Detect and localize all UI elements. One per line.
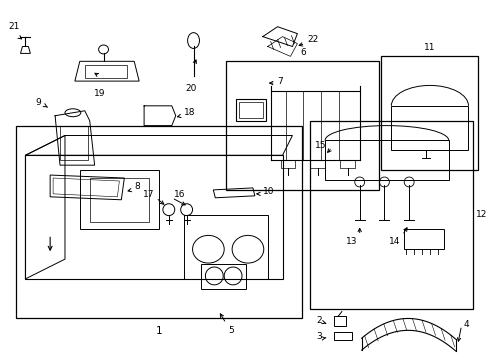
Bar xyxy=(60,126,87,160)
Bar xyxy=(236,99,265,121)
Bar xyxy=(325,140,448,180)
Bar xyxy=(183,215,267,279)
Text: 14: 14 xyxy=(388,237,399,246)
Bar xyxy=(16,126,302,319)
Text: 22: 22 xyxy=(306,35,318,44)
Text: 10: 10 xyxy=(262,187,274,196)
Bar xyxy=(390,106,468,150)
Text: 2: 2 xyxy=(316,316,322,325)
Text: 6: 6 xyxy=(299,48,305,57)
Text: 12: 12 xyxy=(475,210,487,219)
Text: 8: 8 xyxy=(134,183,140,192)
Text: 11: 11 xyxy=(423,44,435,53)
Text: 15: 15 xyxy=(315,141,326,150)
Bar xyxy=(404,229,443,249)
Bar xyxy=(201,264,245,289)
Text: 21: 21 xyxy=(9,22,20,31)
Bar xyxy=(80,170,159,229)
Text: 7: 7 xyxy=(277,77,283,86)
Text: 13: 13 xyxy=(346,237,357,246)
Text: 17: 17 xyxy=(142,190,154,199)
Text: 1: 1 xyxy=(155,327,162,336)
Bar xyxy=(309,121,472,309)
Bar xyxy=(333,332,351,340)
Bar xyxy=(226,61,379,190)
Bar xyxy=(239,102,262,118)
Text: 9: 9 xyxy=(35,98,41,107)
Bar xyxy=(89,178,149,221)
Bar xyxy=(333,316,345,327)
Bar xyxy=(381,57,477,170)
Text: 20: 20 xyxy=(184,84,196,93)
Text: 18: 18 xyxy=(183,108,195,117)
Text: 16: 16 xyxy=(173,190,185,199)
Text: 4: 4 xyxy=(463,320,468,329)
Bar xyxy=(84,65,127,78)
Text: 3: 3 xyxy=(316,332,322,341)
Text: 19: 19 xyxy=(94,89,105,98)
Text: 5: 5 xyxy=(228,327,233,336)
